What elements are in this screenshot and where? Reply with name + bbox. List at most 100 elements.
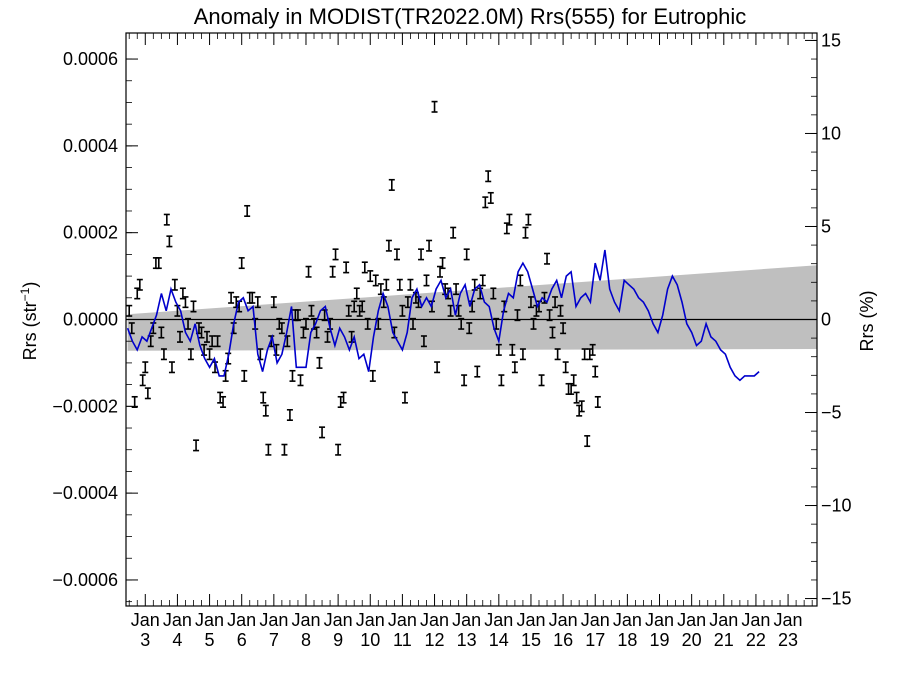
- data-point: [203, 330, 210, 343]
- data-point: [554, 348, 561, 361]
- data-point: [544, 252, 551, 265]
- data-point: [485, 170, 492, 183]
- data-point: [549, 326, 556, 339]
- x-tick-label-year: 10: [360, 630, 380, 650]
- data-point: [142, 361, 149, 374]
- data-point: [487, 191, 494, 204]
- data-point: [324, 330, 331, 343]
- data-point: [562, 361, 569, 374]
- x-tick-label-month: Jan: [741, 610, 770, 630]
- data-point: [578, 400, 585, 413]
- data-point: [193, 439, 200, 452]
- data-point: [233, 296, 240, 309]
- x-tick-label-month: Jan: [356, 610, 385, 630]
- data-point: [426, 239, 433, 252]
- data-point: [220, 395, 227, 408]
- x-tick-label-month: Jan: [324, 610, 353, 630]
- data-point: [383, 278, 390, 291]
- data-point: [262, 404, 269, 417]
- data-point: [420, 335, 427, 348]
- x-tick-label-year: 18: [617, 630, 637, 650]
- data-point: [313, 326, 320, 339]
- x-tick-label-month: Jan: [291, 610, 320, 630]
- data-point: [244, 204, 251, 217]
- x-tick-label-month: Jan: [388, 610, 417, 630]
- y-tick-label-left: 0.0004: [63, 136, 118, 156]
- data-point: [131, 395, 138, 408]
- data-point: [490, 287, 497, 300]
- data-point: [265, 443, 272, 456]
- x-tick-label-year: 15: [521, 630, 541, 650]
- data-point: [206, 348, 213, 361]
- data-point: [198, 326, 205, 339]
- x-tick-label-month: Jan: [484, 610, 513, 630]
- data-point: [466, 322, 473, 335]
- data-point: [557, 304, 564, 317]
- data-point: [364, 317, 371, 330]
- data-point: [581, 348, 588, 361]
- x-tick-label-month: Jan: [677, 610, 706, 630]
- y-tick-label-right: 5: [821, 216, 831, 236]
- data-point: [517, 274, 524, 287]
- x-tick-label-year: 7: [269, 630, 279, 650]
- data-point: [286, 408, 293, 422]
- data-point: [410, 317, 417, 330]
- chart-marks: [126, 100, 760, 456]
- x-tick-label-month: Jan: [131, 610, 160, 630]
- data-point: [482, 196, 489, 209]
- data-point: [498, 374, 505, 387]
- data-point: [187, 348, 194, 361]
- data-point: [155, 257, 162, 270]
- data-point: [431, 100, 438, 113]
- x-tick-label-year: 4: [172, 630, 182, 650]
- x-tick-label-year: 17: [585, 630, 605, 650]
- x-tick-label-year: 9: [333, 630, 343, 650]
- y-tick-label-right: 15: [821, 30, 841, 50]
- x-tick-label-month: Jan: [163, 610, 192, 630]
- x-tick-label-year: 5: [205, 630, 215, 650]
- y-tick-label-left: 0.0000: [63, 310, 118, 330]
- data-point: [182, 296, 189, 309]
- x-tick-label-year: 3: [140, 630, 150, 650]
- data-point: [560, 322, 567, 335]
- data-point: [281, 443, 288, 456]
- data-point: [522, 226, 529, 239]
- data-point: [399, 304, 406, 317]
- data-point: [372, 274, 379, 287]
- data-point: [530, 317, 537, 330]
- data-point: [388, 178, 395, 191]
- data-point: [176, 330, 183, 343]
- x-tick-label-month: Jan: [259, 610, 288, 630]
- data-point: [238, 257, 245, 270]
- data-point: [144, 387, 151, 400]
- data-point: [249, 291, 256, 304]
- data-point: [514, 309, 521, 322]
- data-point: [592, 365, 599, 378]
- y-tick-label-left: −0.0006: [52, 570, 118, 590]
- x-tick-label-month: Jan: [581, 610, 610, 630]
- data-point: [519, 348, 526, 361]
- data-point: [401, 391, 408, 404]
- data-point: [316, 356, 323, 369]
- x-tick-label-month: Jan: [709, 610, 738, 630]
- data-point: [461, 374, 468, 387]
- data-point: [506, 213, 513, 226]
- running-mean-line: [126, 249, 760, 382]
- data-point: [294, 309, 301, 322]
- data-point: [126, 304, 133, 317]
- data-point: [302, 317, 309, 330]
- data-point: [254, 296, 261, 309]
- data-point: [319, 426, 326, 439]
- data-point: [166, 235, 173, 248]
- data-point: [241, 369, 248, 382]
- y-tick-label-left: −0.0002: [52, 396, 118, 416]
- data-point: [511, 361, 518, 374]
- data-point: [158, 326, 165, 339]
- y-tick-label-right: −10: [821, 496, 852, 516]
- data-point: [351, 300, 358, 313]
- data-point: [217, 391, 224, 404]
- x-tick-label-year: 14: [489, 630, 509, 650]
- x-tick-label-year: 13: [457, 630, 477, 650]
- data-point: [393, 248, 400, 261]
